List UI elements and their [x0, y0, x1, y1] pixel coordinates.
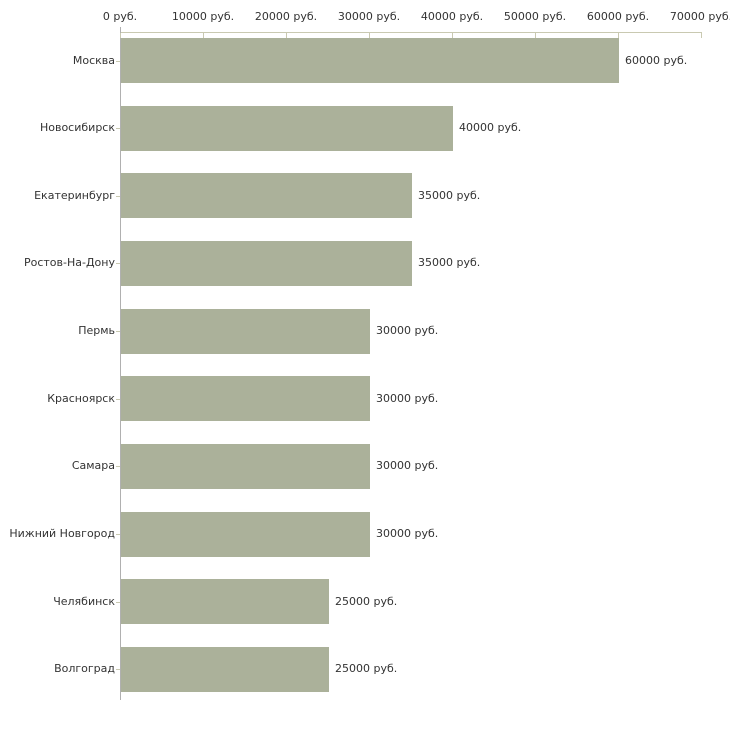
x-axis-tick-label: 60000 руб. — [586, 10, 650, 23]
y-axis-tick — [116, 128, 120, 129]
x-axis-tick — [120, 33, 121, 38]
category-label: Москва — [72, 54, 115, 67]
category-label: Нижний Новгород — [9, 527, 115, 540]
value-label: 30000 руб. — [376, 459, 439, 472]
x-axis-tick — [203, 33, 204, 38]
value-label: 25000 руб. — [335, 662, 398, 675]
bar — [121, 173, 412, 218]
bar — [121, 38, 619, 83]
y-axis-tick — [116, 196, 120, 197]
y-axis-tick — [116, 669, 120, 670]
value-label: 30000 руб. — [376, 392, 439, 405]
bar — [121, 241, 412, 286]
category-label: Красноярск — [47, 392, 115, 405]
y-axis-tick — [116, 399, 120, 400]
x-axis-tick-label: 10000 руб. — [171, 10, 235, 23]
x-axis-line — [120, 32, 702, 33]
bar — [121, 444, 370, 489]
category-label: Новосибирск — [39, 121, 115, 134]
x-axis-tick — [535, 33, 536, 38]
x-axis-tick — [369, 33, 370, 38]
x-axis-tick — [618, 33, 619, 38]
value-label: 30000 руб. — [376, 527, 439, 540]
category-label: Ростов-На-Дону — [23, 256, 115, 269]
x-axis-tick — [701, 33, 702, 38]
bar — [121, 512, 370, 557]
bar — [121, 647, 329, 692]
value-label: 35000 руб. — [418, 189, 481, 202]
x-axis-tick-label: 40000 руб. — [420, 10, 484, 23]
value-label: 30000 руб. — [376, 324, 439, 337]
value-label: 40000 руб. — [459, 121, 522, 134]
y-axis-tick — [116, 466, 120, 467]
x-axis-tick-label: 0 руб. — [102, 10, 138, 23]
category-label: Пермь — [78, 324, 115, 337]
value-label: 35000 руб. — [418, 256, 481, 269]
category-label: Челябинск — [53, 595, 115, 608]
y-axis-tick — [116, 61, 120, 62]
bar — [121, 309, 370, 354]
x-axis-tick-label: 70000 руб. — [669, 10, 730, 23]
category-label: Самара — [71, 459, 115, 472]
category-label: Екатеринбург — [34, 189, 115, 202]
x-axis-tick-label: 20000 руб. — [254, 10, 318, 23]
value-label: 60000 руб. — [625, 54, 688, 67]
x-axis-tick — [286, 33, 287, 38]
y-axis-line — [120, 27, 121, 700]
x-axis-tick — [452, 33, 453, 38]
x-axis-tick-label: 50000 руб. — [503, 10, 567, 23]
bar — [121, 106, 453, 151]
bar — [121, 579, 329, 624]
y-axis-tick — [116, 331, 120, 332]
bar — [121, 376, 370, 421]
x-axis-tick-label: 30000 руб. — [337, 10, 401, 23]
y-axis-tick — [116, 263, 120, 264]
y-axis-tick — [116, 534, 120, 535]
value-label: 25000 руб. — [335, 595, 398, 608]
category-label: Волгоград — [54, 662, 115, 675]
y-axis-tick — [116, 602, 120, 603]
